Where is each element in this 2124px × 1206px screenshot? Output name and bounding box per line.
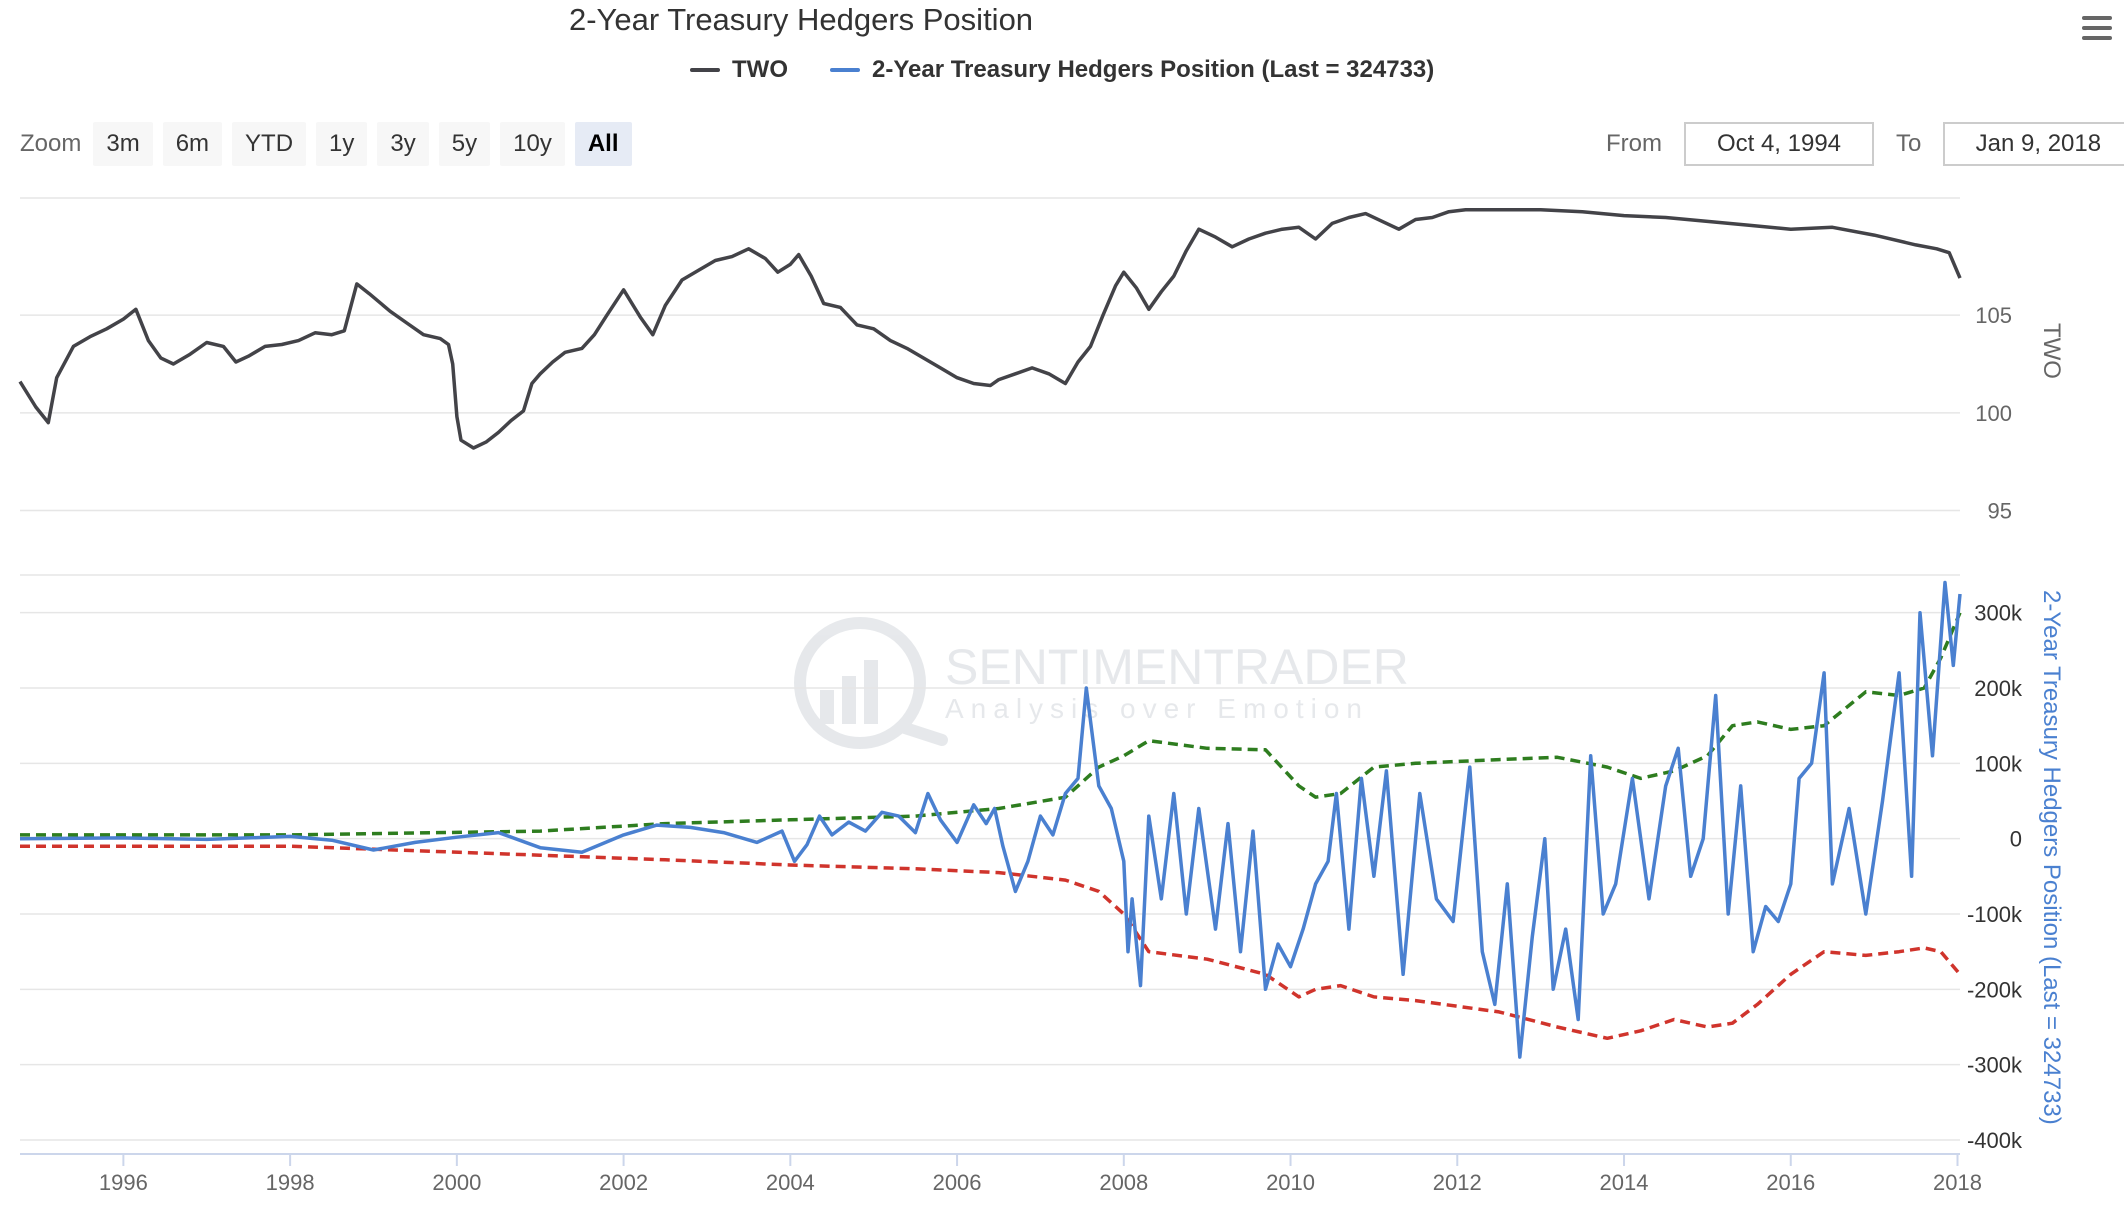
bottom-y-axis: -400k -300k -200k -100k 0 100k 200k 300k [1967, 601, 2023, 1153]
x-tick-label: 1996 [99, 1170, 148, 1195]
x-tick-label: 2000 [432, 1170, 481, 1195]
to-date-input[interactable] [1943, 122, 2124, 166]
watermark-brand: SENTIMENTRADER [945, 639, 1409, 695]
zoom-button-ytd[interactable]: YTD [232, 122, 307, 166]
zoom-button-10y[interactable]: 10y [500, 122, 565, 166]
zoom-button-5y[interactable]: 5y [438, 122, 491, 166]
top-gridlines [20, 197, 1960, 512]
legend-item-hedgers[interactable]: 2-Year Treasury Hedgers Position (Last =… [829, 56, 1435, 84]
bottom-y-tick-label: -300k [1967, 1053, 2023, 1078]
watermark-logo-icon [794, 617, 948, 749]
top-series [18, 207, 1962, 450]
top-y-tick-label: 100 [1975, 401, 2012, 426]
bottom-y-tick-label: 300k [1974, 601, 2023, 626]
zoom-button-6m[interactable]: 6m [162, 122, 223, 166]
hamburger-menu-icon[interactable] [2080, 14, 2114, 44]
x-tick-label: 1998 [266, 1170, 315, 1195]
legend-label-two: TWO [732, 56, 788, 83]
chart-title: 2-Year Treasury Hedgers Position [568, 2, 1034, 37]
legend-swatch-two [690, 68, 720, 72]
bottom-y-axis-title: 2-Year Treasury Hedgers Position (Last =… [2038, 590, 2065, 1125]
date-range: From To [1606, 122, 2124, 166]
zoom-button-1y[interactable]: 1y [316, 122, 368, 166]
bottom-gridlines [20, 574, 1960, 1141]
top-y-tick-label: 105 [1975, 303, 2012, 328]
series-line-hedgers[interactable] [19, 580, 1962, 1059]
x-tick-label: 2008 [1099, 1170, 1148, 1195]
zoom-button-3y[interactable]: 3y [377, 122, 429, 166]
upper-band-line[interactable] [20, 612, 1962, 837]
zoom-button-3m[interactable]: 3m [93, 122, 153, 166]
legend: TWO 2-Year Treasury Hedgers Position (La… [690, 56, 1476, 84]
x-tick-label: 2018 [1933, 1170, 1982, 1195]
bottom-series [19, 580, 1962, 1059]
top-y-tick-label: 95 [1988, 498, 2012, 523]
x-tick-label: 2010 [1266, 1170, 1315, 1195]
bottom-y-tick-label: 100k [1974, 751, 2023, 776]
lower-band-line[interactable] [20, 844, 1962, 1041]
legend-swatch-hedgers [829, 68, 860, 72]
x-axis: 1996 1998 2000 2002 2004 2006 2008 2010 2012 2014… [20, 1153, 1982, 1195]
zoom-label: Zoom [20, 130, 82, 157]
legend-item-two[interactable]: TWO [690, 56, 788, 84]
top-y-axis: 95 100 105 [1975, 303, 2012, 523]
from-date-input[interactable] [1684, 122, 1874, 166]
bottom-y-tick-label: -400k [1967, 1128, 2023, 1153]
watermark: SENTIMENTRADER Analysis over Emotion [794, 617, 1409, 749]
from-label: From [1606, 130, 1662, 157]
series-line-two[interactable] [18, 207, 1962, 450]
x-tick-label: 2012 [1433, 1170, 1482, 1195]
bottom-y-tick-label: 200k [1974, 676, 2023, 701]
x-tick-label: 2016 [1766, 1170, 1815, 1195]
to-label: To [1896, 130, 1922, 157]
bottom-y-tick-label: -200k [1967, 977, 2023, 1002]
x-tick-label: 2002 [599, 1170, 648, 1195]
watermark-tagline: Analysis over Emotion [945, 693, 1369, 724]
bottom-y-tick-label: 0 [2010, 827, 2022, 852]
zoom-button-all[interactable]: All [574, 122, 632, 166]
bottom-y-tick-label: -100k [1967, 902, 2023, 927]
x-tick-label: 2006 [933, 1170, 982, 1195]
zoom-bar: Zoom 3m 6m YTD 1y 3y 5y 10y All [20, 122, 642, 166]
x-tick-label: 2014 [1600, 1170, 1649, 1195]
top-y-axis-title: TWO [2038, 323, 2065, 379]
x-tick-label: 2004 [766, 1170, 815, 1195]
legend-label-hedgers: 2-Year Treasury Hedgers Position (Last =… [871, 56, 1435, 83]
